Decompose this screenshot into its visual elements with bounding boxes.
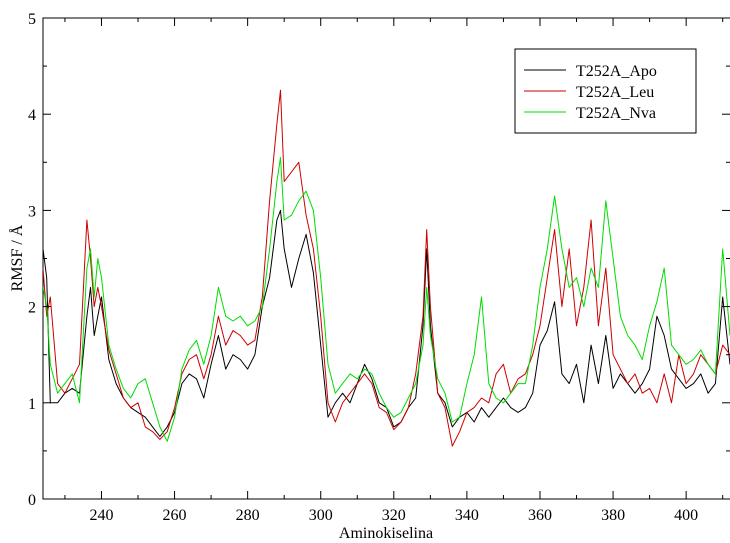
x-tick-label: 240 — [89, 507, 113, 524]
x-tick-label: 380 — [601, 507, 625, 524]
axes-layer: 240 260 280 300 320 340 360 380 400 0 1 2 3 4 5 — [28, 11, 730, 524]
x-tick-label: 400 — [674, 507, 698, 524]
y-axis-label: RMSF / Å — [8, 224, 26, 291]
x-tick-label: 260 — [163, 507, 187, 524]
legend: T252A_Apo T252A_Leu T252A_Nva — [514, 48, 697, 134]
y-tick-label: 0 — [28, 492, 36, 509]
legend-label: T252A_Leu — [576, 84, 654, 101]
y-tick-label: 3 — [28, 203, 36, 220]
y-tick-label: 5 — [28, 11, 36, 28]
legend-label: T252A_Nva — [576, 105, 656, 122]
x-tick-label: 360 — [528, 507, 552, 524]
series-line-t252a-nva — [43, 157, 730, 442]
series-layer — [43, 89, 730, 447]
legend-items: T252A_Apo T252A_Leu T252A_Nva — [524, 63, 657, 122]
y-tick-label: 4 — [28, 107, 36, 124]
x-tick-label: 280 — [236, 507, 260, 524]
x-axis-label: Aminokiselina — [339, 525, 433, 542]
x-tick-label: 300 — [309, 507, 333, 524]
legend-label: T252A_Apo — [576, 63, 657, 80]
x-tick-label: 340 — [455, 507, 479, 524]
y-tick-label: 1 — [28, 396, 36, 413]
x-tick-label: 320 — [382, 507, 406, 524]
series-line-t252a-leu — [43, 89, 730, 447]
y-tick-label: 2 — [28, 300, 36, 317]
